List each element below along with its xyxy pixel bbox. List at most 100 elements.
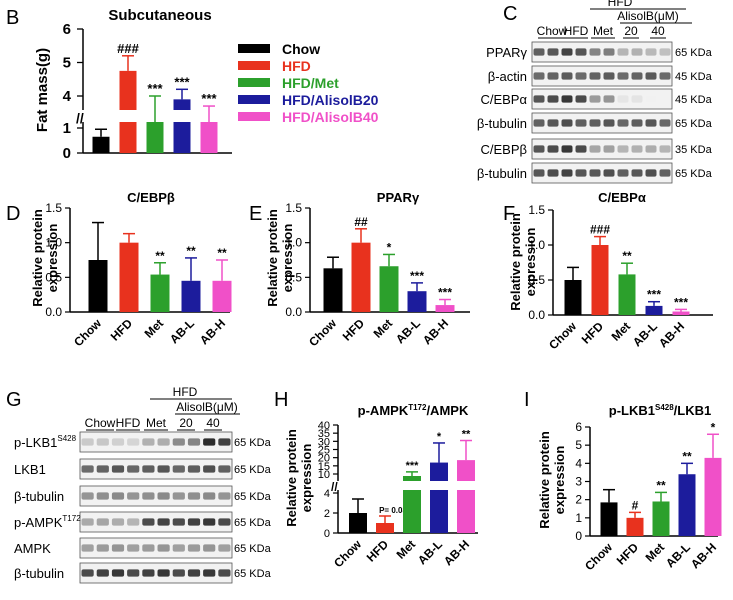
blot-band xyxy=(81,518,94,526)
y-tick-label: 15 xyxy=(318,461,330,473)
blot-band xyxy=(617,72,629,80)
blot-band xyxy=(127,518,140,526)
significance-label: ### xyxy=(117,41,139,56)
blot-band xyxy=(589,169,601,177)
bar-ab-h xyxy=(212,280,232,312)
blot-band xyxy=(172,544,185,552)
y-tick-label: 35 xyxy=(318,428,330,440)
treatment-label: AlisolB(μM) xyxy=(617,9,679,23)
legend-swatch xyxy=(238,112,270,121)
chart-b: // 0 1 4 5 6 ### *** *** *** Subcutaneous Fat mass(… xyxy=(34,7,232,162)
blot-band xyxy=(575,169,587,177)
blot-band xyxy=(142,569,155,577)
blot-band xyxy=(142,465,155,473)
bar-met xyxy=(379,266,399,312)
legend-swatch xyxy=(238,78,270,87)
y-tick-label: 1 xyxy=(63,120,71,137)
category-label: Chow xyxy=(71,316,104,349)
protein-label: AMPK xyxy=(14,541,51,556)
blot-band xyxy=(617,119,629,127)
category-label: AB-H xyxy=(656,319,687,350)
bar-chow xyxy=(564,280,582,315)
chart-title: Subcutaneous xyxy=(108,7,211,24)
blot-band xyxy=(96,544,109,552)
blot-band xyxy=(187,544,201,552)
protein-label: β-tubulin xyxy=(477,166,527,181)
bar-upper-1 xyxy=(119,70,137,110)
kda-label: 65 KDa xyxy=(234,543,272,555)
blot-band xyxy=(589,72,601,80)
blot-band xyxy=(561,119,573,127)
category-label: AB-H xyxy=(441,537,472,568)
significance-label: ## xyxy=(354,215,368,229)
blot-band xyxy=(575,95,587,103)
blot-band xyxy=(81,438,94,446)
y-tick-label: 4 xyxy=(324,488,330,500)
blot-band xyxy=(533,48,545,56)
group-label-hfd: HFD xyxy=(173,385,198,399)
category-label: Chow xyxy=(331,537,364,570)
blot-strip xyxy=(531,41,673,63)
blot-band xyxy=(203,518,216,526)
blot-band xyxy=(218,492,231,500)
panel-letter-i: I xyxy=(524,389,530,411)
blot-band xyxy=(96,438,109,446)
y-axis-label: Relative proteinexpression xyxy=(265,209,295,307)
blot-band xyxy=(127,438,140,446)
y-tick-label: 30 xyxy=(318,436,330,448)
protein-label: p-LKB1S428 xyxy=(14,434,77,450)
treatment-label: AlisolB(μM) xyxy=(176,400,238,414)
blot-band xyxy=(603,119,615,127)
significance-label: * xyxy=(387,240,392,254)
blot-band xyxy=(617,169,629,177)
y-tick-label: 4 xyxy=(575,456,582,470)
y-axis-label: Relative proteinexpression xyxy=(537,431,567,529)
blot-band xyxy=(157,518,170,526)
bar-lower-1 xyxy=(119,122,137,153)
blot-band xyxy=(575,119,587,127)
kda-label: 65 KDa xyxy=(675,168,713,180)
kda-label: 65 KDa xyxy=(234,517,272,529)
blot-band xyxy=(187,438,201,446)
legend-label: HFD/AlisolB40 xyxy=(282,109,379,125)
blot-band xyxy=(603,95,615,103)
blot-band xyxy=(533,119,545,127)
category-label: AB-L xyxy=(630,319,660,349)
blot-band xyxy=(111,438,125,446)
y-tick-label: 0.5 xyxy=(285,270,302,284)
lane-label: Met xyxy=(593,24,614,38)
blot-band xyxy=(575,145,587,153)
protein-label: PPARγ xyxy=(486,45,527,60)
blot-band xyxy=(111,569,125,577)
blot-strip xyxy=(531,112,673,134)
blot-band xyxy=(631,119,643,127)
significance-label: * xyxy=(711,420,716,434)
blot-band xyxy=(645,169,657,177)
y-tick-label: 1 xyxy=(575,511,582,525)
axis-break-mark: // xyxy=(76,110,84,126)
blot-band xyxy=(617,95,629,103)
blot-band xyxy=(659,145,671,153)
blot-strip xyxy=(79,431,233,453)
legend-label: HFD xyxy=(282,58,311,74)
category-label: Met xyxy=(142,316,167,341)
blot-band xyxy=(203,544,216,552)
y-tick-label: 1.0 xyxy=(528,238,545,252)
chart-e: 0.0 0.5 1.0 1.5 Chow ## HFD * Met *** AB-L *** AB-H P… xyxy=(265,190,470,349)
bar-ab-l xyxy=(678,474,696,536)
blot-band xyxy=(142,438,155,446)
blot-band xyxy=(589,119,601,127)
blot-band xyxy=(645,72,657,80)
bar-lower-4 xyxy=(457,490,475,533)
y-tick-label: 1.0 xyxy=(45,236,62,250)
bar-upper-2 xyxy=(403,476,421,481)
category-label: AB-L xyxy=(167,316,197,346)
significance-label: *** xyxy=(406,460,420,472)
chart-title: p-LKB1S428/LKB1 xyxy=(609,403,711,418)
blot-band xyxy=(81,492,94,500)
y-tick-label: 25 xyxy=(318,445,330,457)
blot-band xyxy=(187,569,201,577)
protein-label: β-tubulin xyxy=(14,566,64,581)
